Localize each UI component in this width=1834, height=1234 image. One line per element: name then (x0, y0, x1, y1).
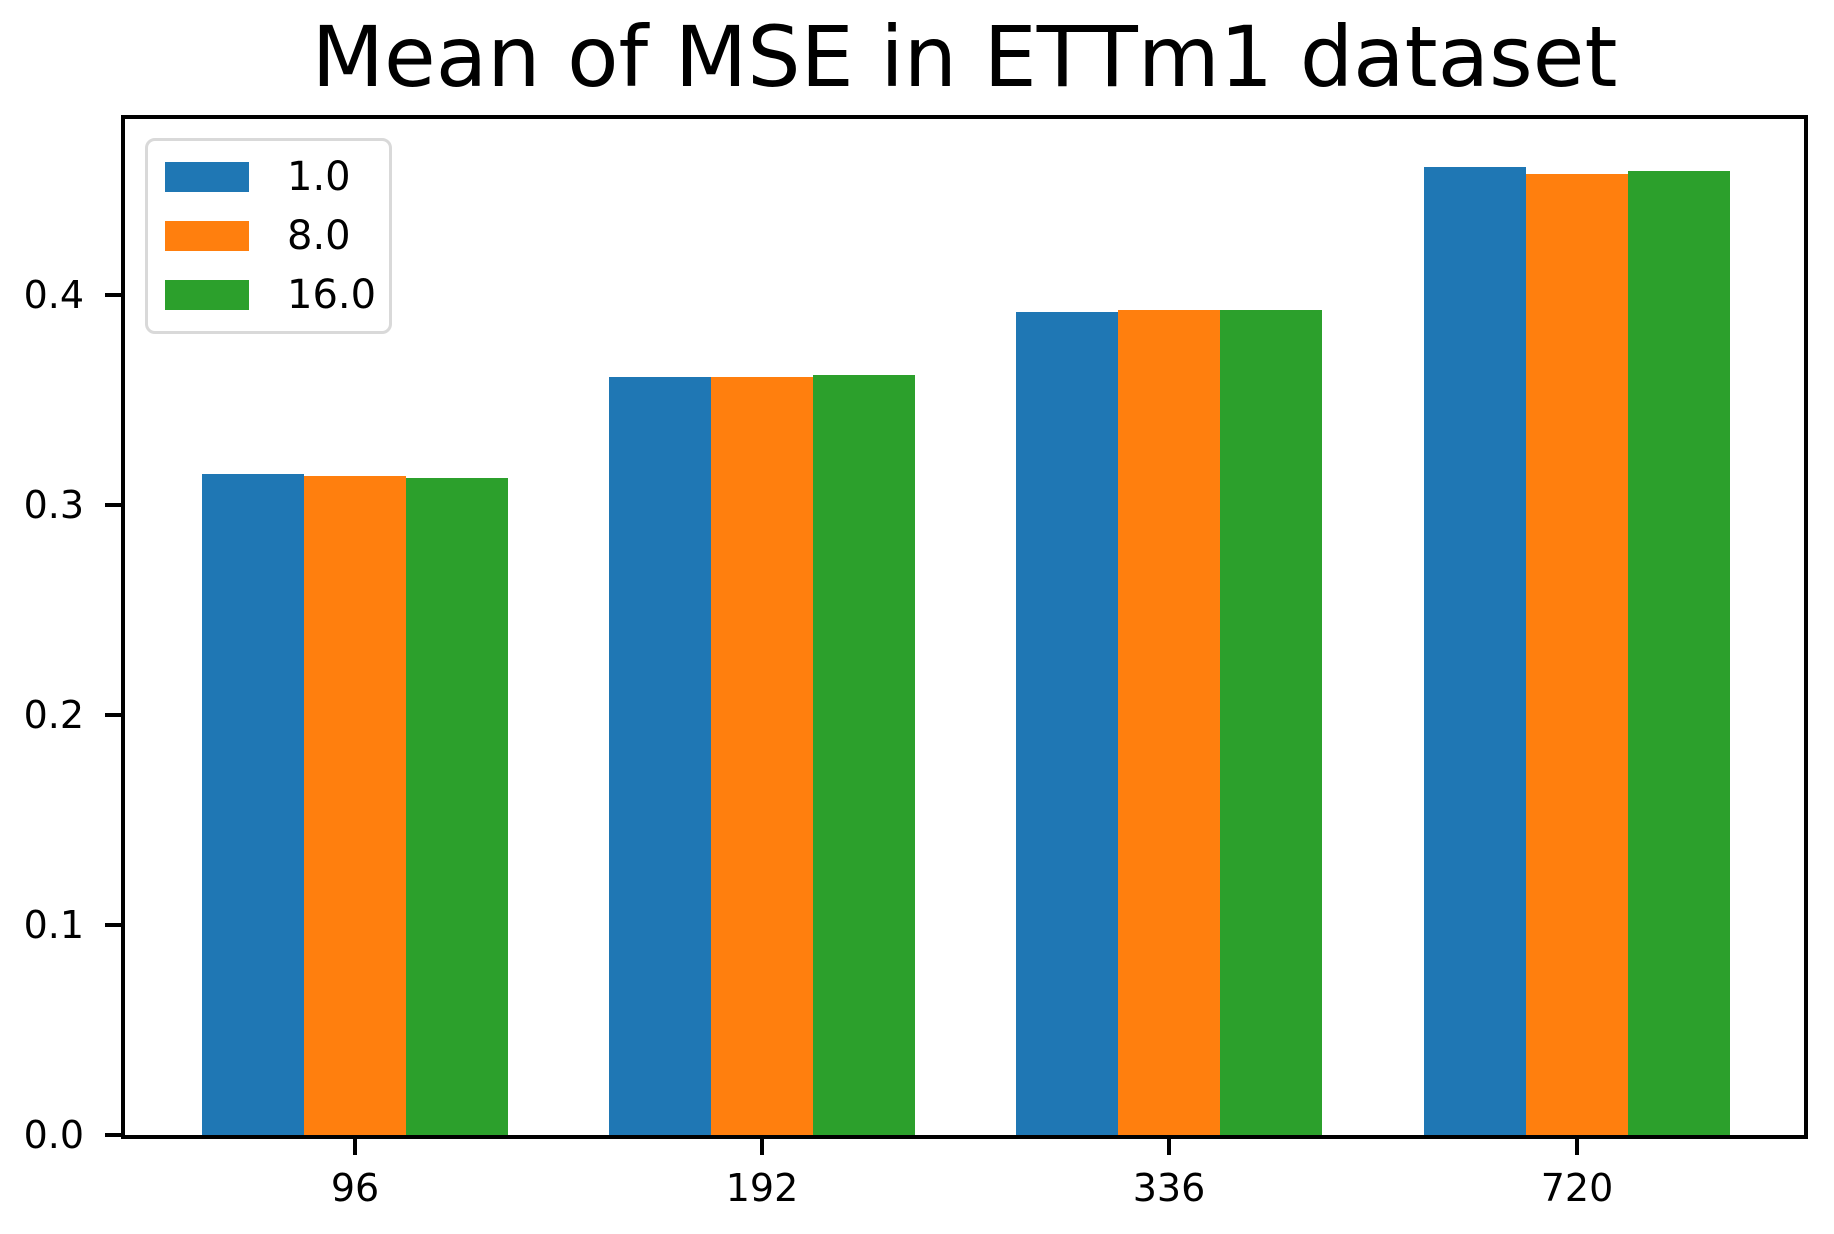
bar-192-1.0 (609, 377, 712, 1135)
x-tick-mark (760, 1139, 764, 1155)
bar-720-8.0 (1526, 173, 1628, 1135)
y-tick-label: 0.2 (23, 693, 84, 738)
bar-720-16.0 (1627, 171, 1730, 1135)
y-tick-label: 0.4 (23, 273, 84, 318)
legend-label: 8.0 (287, 213, 351, 259)
legend-row: 16.0 (165, 275, 389, 315)
legend-label: 1.0 (287, 154, 351, 200)
x-tick-label: 720 (1540, 1166, 1614, 1210)
x-tick-label: 336 (1132, 1166, 1206, 1210)
y-tick-mark (105, 713, 121, 718)
bar-192-16.0 (812, 375, 915, 1135)
x-tick-label: 96 (330, 1166, 380, 1210)
chart-title: Mean of MSE in ETTm1 dataset (311, 8, 1618, 106)
legend-row: 8.0 (165, 216, 389, 256)
legend-label: 16.0 (287, 272, 377, 318)
x-tick-mark (1575, 1139, 1579, 1155)
bar-96-16.0 (405, 477, 508, 1135)
y-tick-mark (105, 503, 121, 508)
bar-96-8.0 (304, 475, 406, 1135)
y-tick-mark (105, 1133, 121, 1137)
bar-336-16.0 (1219, 310, 1322, 1135)
bar-192-8.0 (711, 377, 813, 1135)
y-tick-label: 0.0 (23, 1113, 84, 1157)
bar-336-8.0 (1118, 310, 1220, 1135)
bar-96-1.0 (202, 473, 305, 1135)
bar-720-1.0 (1424, 167, 1527, 1135)
y-tick-label: 0.3 (23, 483, 84, 528)
y-tick-mark (105, 923, 121, 928)
plot-area: 1.0 8.0 16.0 0.0 0.1 0.2 0.3 0.4 96 192 336 720 (24, 115, 1808, 1207)
y-tick-mark (105, 293, 121, 298)
legend-row: 1.0 (165, 157, 389, 197)
legend-swatch-1.0 (165, 162, 249, 192)
x-tick-label: 192 (725, 1166, 799, 1210)
legend-swatch-16.0 (165, 280, 249, 310)
y-tick-label: 0.1 (23, 903, 84, 948)
x-tick-mark (1167, 1139, 1171, 1155)
legend: 1.0 8.0 16.0 (145, 138, 392, 334)
x-tick-mark (353, 1139, 357, 1155)
legend-swatch-8.0 (165, 221, 249, 251)
bar-336-1.0 (1016, 312, 1119, 1135)
